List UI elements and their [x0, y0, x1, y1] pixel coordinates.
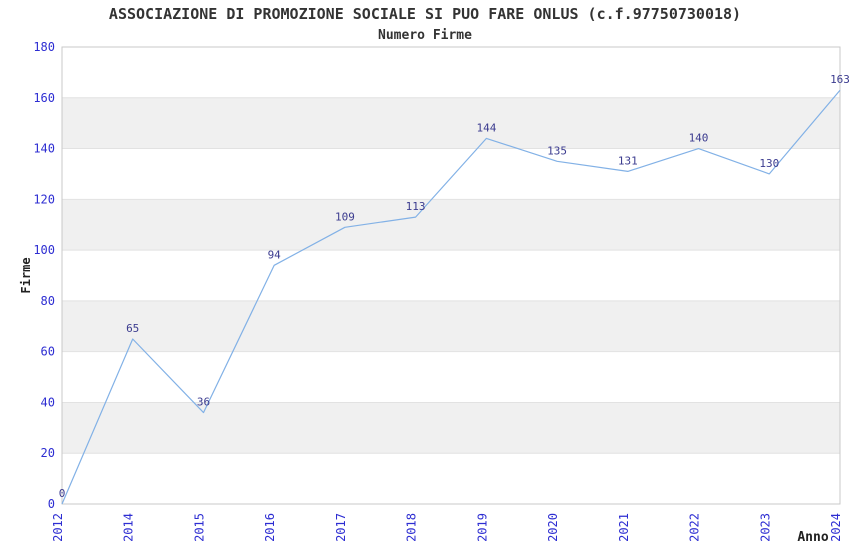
series-line	[61, 89, 841, 505]
x-tick-label: 2023	[758, 513, 772, 542]
plot-border	[61, 46, 841, 505]
y-tick-label: 140	[33, 142, 55, 156]
plot-band	[62, 402, 840, 454]
x-tick-label: 2016	[263, 513, 277, 542]
x-tick-label: 2021	[617, 513, 631, 542]
plot-band	[62, 199, 840, 251]
value-label: 36	[197, 396, 210, 409]
chart-title: ASSOCIAZIONE DI PROMOZIONE SOCIALE SI PU…	[108, 5, 742, 23]
value-label: 109	[335, 210, 355, 223]
x-tick-label: 2014	[122, 513, 136, 542]
value-label: 0	[59, 487, 66, 500]
y-tick-label: 100	[33, 243, 55, 257]
x-axis-title: Anno	[797, 530, 828, 545]
y-tick-label: 180	[33, 40, 55, 54]
chart-subtitle: Numero Firme	[378, 28, 472, 43]
x-tick-label: 2022	[688, 513, 702, 542]
value-label: 94	[268, 248, 282, 261]
y-axis-title: Firme	[19, 257, 33, 293]
value-label: 163	[830, 73, 850, 86]
x-tick-label: 2017	[334, 513, 348, 542]
value-label: 113	[406, 200, 426, 213]
y-tick-label: 120	[33, 192, 55, 206]
x-tick-label: 2012	[51, 513, 65, 542]
x-tick-label: 2015	[193, 513, 207, 542]
value-label: 140	[689, 132, 709, 145]
value-label: 135	[547, 144, 567, 157]
x-tick-label: 2020	[546, 513, 560, 542]
plot-band	[62, 300, 840, 352]
x-tick-label: 2019	[475, 513, 489, 542]
y-tick-label: 20	[41, 446, 55, 460]
value-label: 131	[618, 154, 638, 167]
y-tick-label: 80	[41, 294, 55, 308]
y-tick-label: 0	[48, 497, 55, 511]
value-label: 65	[126, 322, 139, 335]
y-tick-label: 160	[33, 91, 55, 105]
x-tick-label: 2018	[405, 513, 419, 542]
value-label: 130	[759, 157, 779, 170]
value-label: 144	[476, 121, 496, 134]
y-tick-label: 40	[41, 395, 55, 409]
x-tick-label: 2024	[829, 513, 843, 542]
y-tick-label: 60	[41, 345, 55, 359]
plot-band	[62, 97, 840, 149]
